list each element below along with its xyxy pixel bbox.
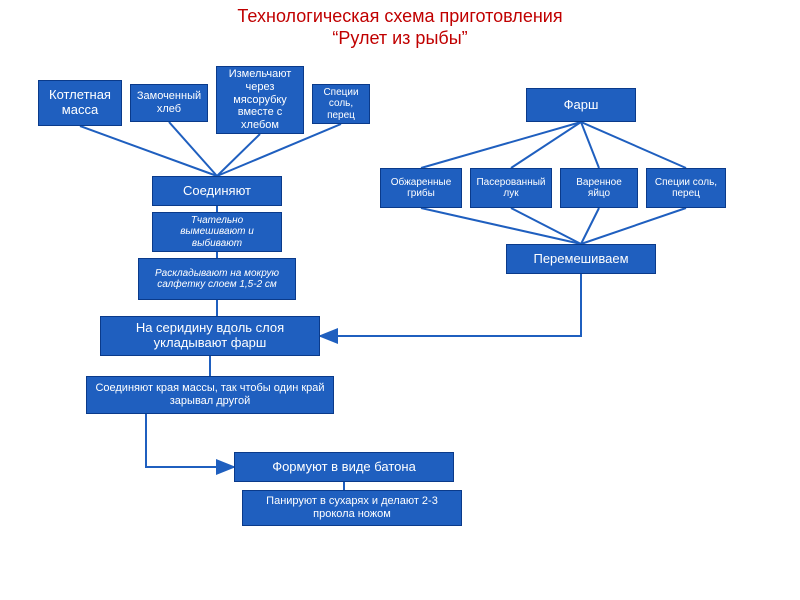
node-n2: Замоченный хлеб	[130, 84, 208, 122]
node-n6: Соединяют	[152, 176, 282, 206]
title-line2: “Рулет из рыбы”	[332, 28, 467, 48]
node-n5: Фарш	[526, 88, 636, 122]
node-n14: На серидину вдоль слоя укладывают фарш	[100, 316, 320, 356]
title-line1: Технологическая схема приготовления	[237, 6, 562, 26]
node-n1: Котлетная масса	[38, 80, 122, 126]
node-n3: Измельчают через мясорубку вместе с хлеб…	[216, 66, 304, 134]
node-n9: Варенное яйцо	[560, 168, 638, 208]
node-n11: Тчательно вымешивают и выбивают	[152, 212, 282, 252]
node-n8: Пасерованный лук	[470, 168, 552, 208]
node-n13: Перемешиваем	[506, 244, 656, 274]
node-n16: Формуют в виде батона	[234, 452, 454, 482]
node-n4: Специи соль, перец	[312, 84, 370, 124]
node-n7: Обжаренные грибы	[380, 168, 462, 208]
diagram-title: Технологическая схема приготовления “Рул…	[0, 0, 800, 49]
node-n12: Раскладывают на мокрую салфетку слоем 1,…	[138, 258, 296, 300]
node-n10: Специи соль, перец	[646, 168, 726, 208]
node-n15: Соединяют края массы, так чтобы один кра…	[86, 376, 334, 414]
node-n17: Панируют в сухарях и делают 2-3 прокола …	[242, 490, 462, 526]
